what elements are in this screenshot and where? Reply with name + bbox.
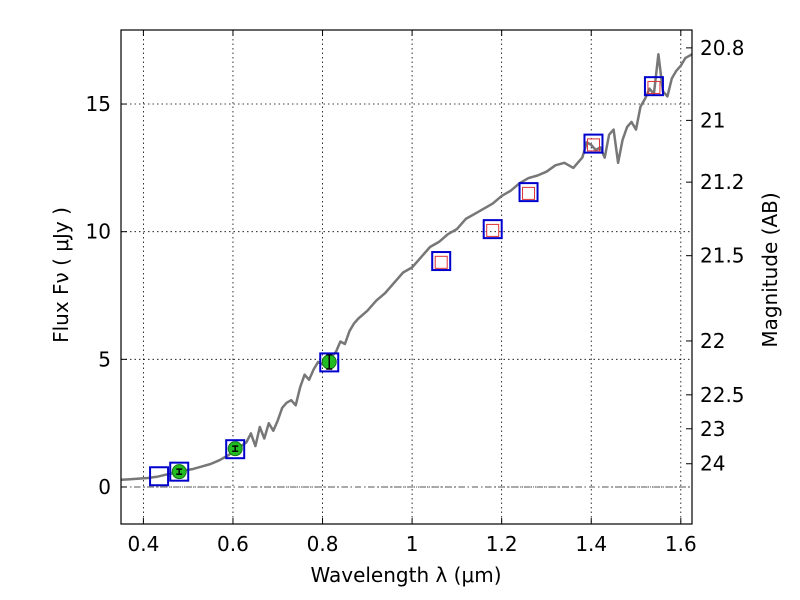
model-spectrum: [120, 53, 693, 482]
x-tick-label: 0.8: [307, 532, 339, 556]
model-photometry-point: [586, 138, 600, 152]
y-tick-label: 15: [86, 92, 111, 116]
synthetic-photometry-point: [169, 461, 190, 482]
right-tick-label: 20.8: [700, 36, 745, 60]
x-tick-label: 1.4: [575, 532, 607, 556]
synthetic-photometry-point: [225, 439, 246, 460]
right-axis-label: Magnitude (AB): [758, 192, 782, 347]
grid-lines: [121, 30, 692, 524]
axis-ticks: [121, 30, 692, 524]
synthetic-photometry-point: [518, 182, 539, 203]
model-photometry-point: [522, 186, 536, 200]
x-tick-label: 0.4: [127, 532, 159, 556]
y-tick-label: 0: [98, 475, 111, 499]
synthetic-photometry-point: [482, 219, 503, 240]
tick-labels: 0.4 0.6 0.8 1 1.2 1.4 1.6 0 5 10 15 20.8 21 21.2 21.5 2…: [86, 36, 745, 556]
y-tick-label: 10: [86, 220, 111, 244]
model-photometry-point: [486, 223, 500, 237]
x-tick-label: 0.6: [217, 532, 249, 556]
plot-frame: [120, 29, 693, 525]
x-axis-label: Wavelength λ (μm): [310, 563, 501, 587]
synthetic-photometry-point: [431, 251, 452, 272]
right-tick-label: 21: [700, 108, 725, 132]
synthetic-photometry-point: [643, 76, 664, 97]
model-photometry-point: [647, 80, 661, 94]
synthetic-photometry-point: [583, 133, 604, 154]
right-tick-label: 23: [700, 417, 725, 441]
model-photometry-point: [434, 255, 448, 269]
right-tick-label: 22.5: [700, 383, 745, 407]
y-tick-label: 5: [98, 347, 111, 371]
y-axis-label: Flux Fν ( μJy ): [49, 207, 73, 343]
x-tick-label: 1.2: [486, 532, 518, 556]
x-tick-label: 1: [406, 532, 419, 556]
spectrum-line: [120, 53, 693, 482]
right-tick-label: 21.2: [700, 170, 745, 194]
synthetic-photometry-point: [319, 352, 340, 373]
photometry-points: [149, 76, 664, 487]
x-tick-label: 1.6: [665, 532, 697, 556]
right-tick-label: 24: [700, 452, 725, 476]
synthetic-photometry-point: [149, 466, 170, 487]
right-tick-label: 22: [700, 329, 725, 353]
right-tick-label: 21.5: [700, 244, 745, 268]
